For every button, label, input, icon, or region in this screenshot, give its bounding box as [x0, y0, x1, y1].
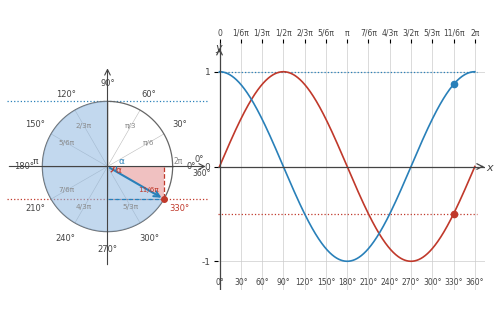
Text: 210°: 210° — [360, 278, 378, 287]
Text: 90°: 90° — [100, 79, 115, 88]
Text: 30°: 30° — [234, 278, 247, 287]
Text: 30°: 30° — [172, 120, 187, 129]
Text: 150°: 150° — [26, 120, 45, 129]
Text: 270°: 270° — [98, 245, 117, 254]
Text: 210°: 210° — [26, 204, 45, 213]
Text: 0°: 0° — [186, 162, 196, 171]
Text: 240°: 240° — [56, 234, 76, 243]
Text: 180°: 180° — [14, 162, 34, 171]
Text: 360°: 360° — [466, 278, 484, 287]
Polygon shape — [108, 166, 164, 199]
Text: α: α — [116, 166, 121, 175]
Text: 270°: 270° — [402, 278, 420, 287]
Text: 2π: 2π — [173, 157, 182, 166]
Text: 240°: 240° — [380, 278, 399, 287]
Text: 5/3π: 5/3π — [123, 204, 139, 210]
Text: π/3: π/3 — [125, 123, 136, 129]
Text: 60°: 60° — [142, 90, 156, 99]
Text: 90°: 90° — [276, 278, 290, 287]
Text: x: x — [486, 163, 493, 173]
Text: 7/6π: 7/6π — [59, 187, 75, 193]
Text: π: π — [33, 157, 38, 166]
Text: 360°: 360° — [192, 168, 210, 177]
Text: 120°: 120° — [56, 90, 76, 99]
Text: 330°: 330° — [444, 278, 463, 287]
Text: π/6: π/6 — [142, 140, 154, 146]
Text: 60°: 60° — [256, 278, 269, 287]
Text: 330°: 330° — [170, 204, 190, 213]
Text: 11/6π: 11/6π — [138, 187, 158, 193]
Text: 120°: 120° — [296, 278, 314, 287]
Text: 2/3π: 2/3π — [76, 123, 92, 129]
Text: α: α — [118, 157, 124, 166]
Polygon shape — [42, 101, 164, 232]
Text: y: y — [216, 43, 222, 53]
Text: 0°: 0° — [215, 278, 224, 287]
Text: 180°: 180° — [338, 278, 356, 287]
Text: 300°: 300° — [423, 278, 442, 287]
Text: 4/3π: 4/3π — [76, 204, 92, 210]
Text: 0°: 0° — [194, 156, 203, 165]
Text: 5/6π: 5/6π — [59, 140, 75, 146]
Text: 300°: 300° — [139, 234, 159, 243]
Text: 150°: 150° — [316, 278, 335, 287]
